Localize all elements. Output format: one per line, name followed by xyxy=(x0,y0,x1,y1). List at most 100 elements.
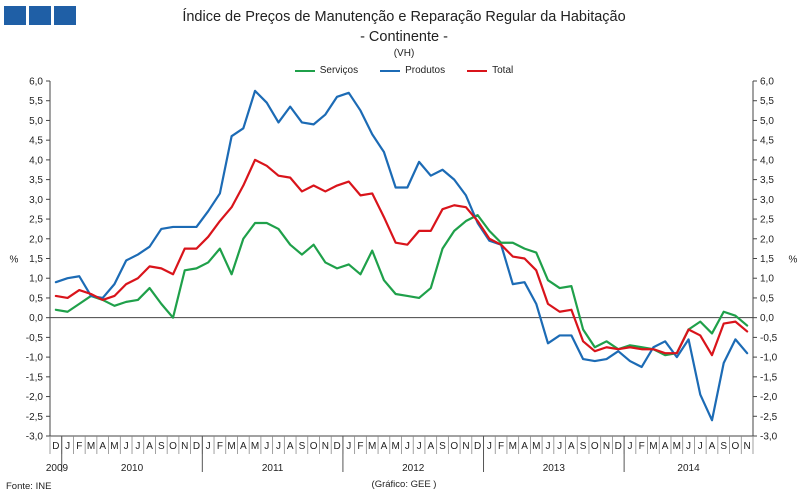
y-tick-label-left: -0,5 xyxy=(26,333,44,344)
month-label: J xyxy=(487,441,492,452)
month-label: S xyxy=(580,441,587,452)
month-label: J xyxy=(417,441,422,452)
year-label: 2011 xyxy=(262,463,284,474)
y-tick-label-right: 0,0 xyxy=(760,313,774,324)
month-label: A xyxy=(381,441,388,452)
month-label: O xyxy=(732,441,740,452)
legend-swatch-produtos xyxy=(380,69,401,72)
legend-swatch-total xyxy=(467,69,488,72)
chart-credit: (Gráfico: GEE ) xyxy=(371,479,437,490)
logo-block xyxy=(4,6,26,25)
month-label: S xyxy=(720,441,727,452)
y-tick-label-right: 1,0 xyxy=(760,274,774,285)
month-label: J xyxy=(124,441,129,452)
month-label: M xyxy=(532,441,540,452)
y-tick-label-right: -2,5 xyxy=(760,412,778,423)
y-tick-label-left: -1,5 xyxy=(26,372,44,383)
month-label: N xyxy=(322,441,329,452)
chart-unit: (VH) xyxy=(393,48,415,59)
legend: Serviços Produtos Total xyxy=(0,65,808,76)
legend-swatch-servicos xyxy=(294,69,315,72)
month-label: D xyxy=(333,441,340,452)
y-tick-label-left: 4,5 xyxy=(29,136,43,147)
month-label: N xyxy=(744,441,751,452)
y-tick-label-right: 4,0 xyxy=(760,155,774,166)
y-tick-label-right: 5,0 xyxy=(760,116,774,127)
month-label: F xyxy=(217,441,223,452)
month-label: O xyxy=(450,441,458,452)
source-note: Fonte: INE xyxy=(6,481,52,492)
month-label: N xyxy=(603,441,610,452)
series-line-total xyxy=(54,158,749,357)
y-tick-label-right: 4,5 xyxy=(760,136,774,147)
logo-block xyxy=(29,6,51,25)
y-tick-label-left: 1,5 xyxy=(29,254,43,265)
legend-item-total: Total xyxy=(467,65,513,76)
y-tick-label-left: 2,0 xyxy=(29,234,43,245)
month-label: N xyxy=(462,441,469,452)
month-label: J xyxy=(686,441,691,452)
month-label: M xyxy=(509,441,517,452)
logo xyxy=(4,6,76,25)
month-label: A xyxy=(662,441,669,452)
y-tick-label-right: -3,0 xyxy=(760,432,778,443)
month-label: M xyxy=(649,441,657,452)
month-label: M xyxy=(227,441,235,452)
month-label: M xyxy=(391,441,399,452)
legend-label-servicos: Serviços xyxy=(319,65,359,76)
month-label: A xyxy=(521,441,528,452)
year-label: 2012 xyxy=(402,463,425,474)
month-label: F xyxy=(76,441,82,452)
y-tick-label-right: 3,5 xyxy=(760,175,774,186)
y-tick-label-right: -1,0 xyxy=(760,353,778,364)
y-axis-title-left: % xyxy=(10,255,19,266)
y-tick-label-left: 2,5 xyxy=(29,215,43,226)
year-label: 2009 xyxy=(46,463,69,474)
month-label: F xyxy=(498,441,504,452)
y-tick-label-right: 2,0 xyxy=(760,234,774,245)
y-tick-label-left: 0,0 xyxy=(29,313,43,324)
month-label: S xyxy=(439,441,446,452)
y-tick-label-right: 1,5 xyxy=(760,254,774,265)
month-label: J xyxy=(135,441,140,452)
series-line-produtos xyxy=(54,89,749,422)
month-label: F xyxy=(639,441,645,452)
month-label: J xyxy=(65,441,70,452)
month-label: M xyxy=(110,441,118,452)
logo-block xyxy=(54,6,76,25)
month-label: A xyxy=(99,441,106,452)
month-label: D xyxy=(474,441,481,452)
y-tick-label-left: -2,5 xyxy=(26,412,44,423)
month-label: J xyxy=(557,441,562,452)
legend-label-total: Total xyxy=(492,65,514,76)
y-tick-label-right: -0,5 xyxy=(760,333,778,344)
month-label: J xyxy=(627,441,632,452)
y-tick-label-left: 6,0 xyxy=(29,77,43,88)
month-label: D xyxy=(615,441,622,452)
y-tick-label-left: 0,5 xyxy=(29,293,43,304)
y-tick-label-left: -3,0 xyxy=(26,432,44,443)
month-label: J xyxy=(545,441,550,452)
y-tick-label-left: 1,0 xyxy=(29,274,43,285)
y-tick-label-left: -1,0 xyxy=(26,353,44,364)
legend-item-servicos: Serviços xyxy=(294,65,359,76)
month-label: J xyxy=(405,441,410,452)
month-label: O xyxy=(310,441,318,452)
y-tick-label-left: 3,5 xyxy=(29,175,43,186)
month-label: M xyxy=(673,441,681,452)
month-label: D xyxy=(52,441,59,452)
month-label: A xyxy=(146,441,153,452)
month-label: A xyxy=(287,441,294,452)
y-tick-label-right: 3,0 xyxy=(760,195,774,206)
y-tick-label-left: -2,0 xyxy=(26,392,44,403)
month-label: M xyxy=(368,441,376,452)
year-label: 2010 xyxy=(121,463,144,474)
month-label: A xyxy=(709,441,716,452)
legend-label-produtos: Produtos xyxy=(405,65,446,76)
year-label: 2013 xyxy=(543,463,566,474)
month-label: A xyxy=(568,441,575,452)
y-tick-label-right: -2,0 xyxy=(760,392,778,403)
month-label: J xyxy=(346,441,351,452)
series-line-servicos xyxy=(54,214,749,357)
